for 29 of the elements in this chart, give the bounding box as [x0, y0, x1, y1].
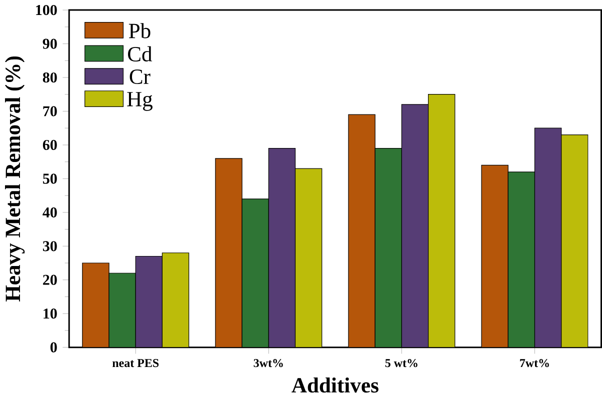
y-tick-label: 10	[44, 308, 57, 319]
legend-label: Cr	[130, 70, 150, 84]
legend-label: Pb	[128, 23, 150, 38]
bar	[82, 262, 110, 348]
x-tick-label: 7wt%	[520, 359, 549, 368]
y-tick-label: 20	[43, 275, 57, 286]
y-axis-title: Heavy Metal Removal (%)	[5, 56, 25, 302]
y-tick-label: 30	[42, 241, 57, 252]
bar	[215, 158, 242, 348]
x-tick-label: 3wt%	[254, 359, 283, 368]
y-tick-label: 80	[42, 72, 57, 83]
bar	[348, 114, 376, 348]
y-tick-label: 70	[43, 106, 57, 116]
x-axis-title: Additives	[292, 378, 378, 393]
x-tick-label: neat PES	[112, 359, 159, 368]
bar	[534, 128, 562, 348]
y-tick-label: 40	[42, 208, 57, 218]
bar	[135, 256, 163, 348]
bar	[481, 165, 508, 348]
x-tick-label: 5 wt%	[385, 359, 418, 368]
legend-label: Cd	[128, 46, 152, 62]
y-tick-label: 100	[36, 5, 57, 16]
y-tick-label: 90	[42, 38, 57, 50]
y-tick-label: 60	[42, 140, 57, 150]
y-tick-label: 0	[50, 342, 57, 353]
y-tick-label: 50	[43, 174, 57, 184]
legend-label: Hg	[127, 92, 153, 112]
bar	[268, 148, 296, 348]
bar	[401, 104, 429, 348]
